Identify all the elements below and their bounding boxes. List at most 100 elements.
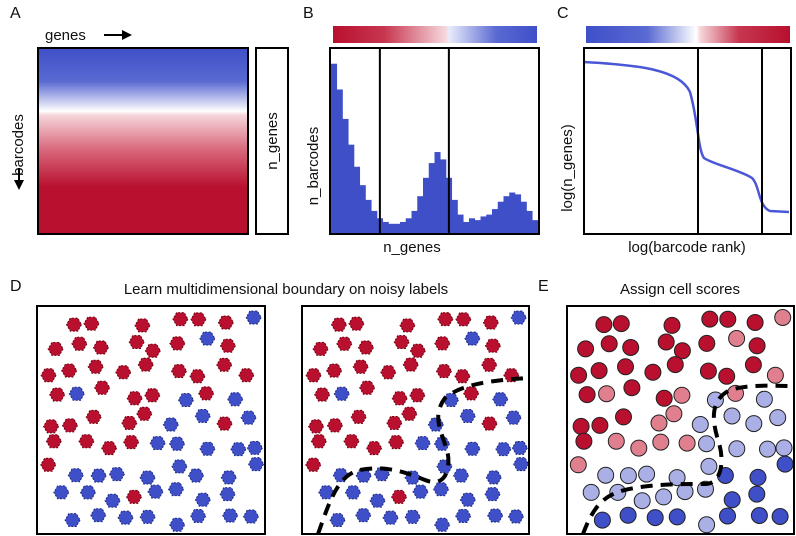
- cell-dot: [678, 434, 696, 452]
- cell-dot: [454, 369, 471, 384]
- panel-label-c: C: [557, 5, 569, 22]
- cell-dot: [369, 493, 386, 508]
- cell-dot: [655, 488, 673, 506]
- cell-dot: [90, 508, 107, 523]
- cell-dot: [67, 468, 84, 483]
- cell-dot: [745, 415, 763, 433]
- cell-dot: [305, 368, 322, 383]
- cell-dot: [144, 388, 161, 403]
- cell-dot: [668, 508, 686, 526]
- panel-label-e: E: [538, 278, 549, 295]
- histogram-bar: [474, 220, 481, 233]
- cell-dot: [61, 363, 78, 378]
- cell-dot: [177, 392, 195, 407]
- histogram-bar: [405, 218, 412, 233]
- cell-dot: [409, 343, 426, 358]
- histogram-bar: [451, 199, 458, 233]
- cell-dot: [776, 455, 794, 473]
- cell-dot: [600, 335, 618, 353]
- histogram-bar: [428, 163, 435, 233]
- cell-dot: [590, 362, 608, 380]
- cell-dot: [199, 331, 216, 346]
- cell-dot: [238, 368, 255, 383]
- cell-dot: [330, 317, 348, 332]
- cell-dot: [433, 482, 450, 497]
- panel-label-a: A: [10, 5, 21, 22]
- cell-dot: [216, 416, 233, 431]
- cell-dot: [350, 409, 367, 424]
- histogram-bar: [336, 89, 343, 233]
- cell-dot: [463, 386, 480, 401]
- cell-dot: [748, 337, 766, 355]
- cell-dot: [575, 432, 593, 450]
- cell-dot: [485, 470, 502, 485]
- histogram-bar: [382, 221, 389, 233]
- cell-dot: [487, 508, 504, 523]
- cell-dot: [326, 418, 344, 433]
- cell-dot: [615, 408, 632, 426]
- cell-dot: [582, 483, 600, 501]
- cell-dot: [595, 316, 613, 334]
- cell-dot: [434, 517, 451, 532]
- cell-dot: [43, 419, 60, 434]
- cell-dot: [481, 416, 498, 431]
- cell-dot: [700, 457, 718, 475]
- cell-dot: [90, 468, 107, 483]
- score-boundary: [581, 383, 794, 534]
- cell-dot: [147, 484, 164, 499]
- rank-plot-x-label: log(barcode rank): [628, 239, 746, 256]
- cell-dot: [391, 489, 408, 504]
- cell-dot: [219, 487, 236, 502]
- histogram-bar: [463, 221, 470, 233]
- cell-dot: [190, 509, 207, 524]
- cell-dot: [246, 440, 263, 455]
- cell-dot: [352, 359, 369, 374]
- cell-dot: [495, 442, 512, 457]
- cell-dot: [199, 441, 216, 456]
- cell-dot: [774, 309, 792, 326]
- cell-dot: [194, 492, 211, 507]
- barcodes-arrow-icon: [14, 168, 24, 190]
- cell-dot: [230, 442, 247, 457]
- noisy-label-cells: [40, 310, 265, 532]
- cell-dot: [612, 315, 630, 333]
- cell-dot: [188, 468, 205, 483]
- cell-dot: [357, 340, 375, 355]
- histogram-bar: [509, 192, 516, 233]
- cell-dot: [513, 457, 529, 472]
- cell-dot: [459, 492, 476, 507]
- n-genes-box-label: n_genes: [264, 112, 281, 170]
- cell-dot: [344, 485, 362, 500]
- cell-dot: [348, 316, 365, 331]
- cell-dot: [53, 485, 70, 500]
- cell-dot: [305, 457, 322, 472]
- cell-dot: [391, 391, 408, 406]
- panel-b: n_genes n_barcodes: [305, 26, 540, 256]
- cell-dot: [326, 363, 343, 378]
- cell-dot: [310, 434, 327, 449]
- panel-label-d: D: [10, 278, 22, 295]
- cell-dot: [79, 485, 97, 500]
- histogram-bar: [457, 214, 464, 233]
- cell-dot: [227, 392, 244, 407]
- cell-dot: [663, 316, 681, 334]
- histogram-bar: [480, 216, 487, 233]
- boundary-plot-cells: [305, 310, 529, 532]
- cell-dot: [190, 312, 207, 327]
- cell-dot: [569, 456, 587, 474]
- cell-dot: [136, 406, 153, 421]
- histogram-bar: [492, 209, 499, 233]
- cell-dot: [505, 410, 522, 425]
- histogram-bar: [515, 194, 522, 233]
- cell-dot: [698, 435, 715, 453]
- cell-dot: [484, 338, 502, 353]
- histogram-bars: [331, 63, 539, 233]
- histogram-y-label: n_barcodes: [305, 127, 322, 205]
- cell-dot: [633, 492, 651, 510]
- cell-dot: [169, 436, 186, 451]
- cell-dot: [68, 386, 85, 401]
- cell-dot: [435, 364, 453, 379]
- cell-dot: [644, 363, 662, 381]
- cell-dot: [144, 343, 161, 358]
- cell-dot: [117, 510, 134, 525]
